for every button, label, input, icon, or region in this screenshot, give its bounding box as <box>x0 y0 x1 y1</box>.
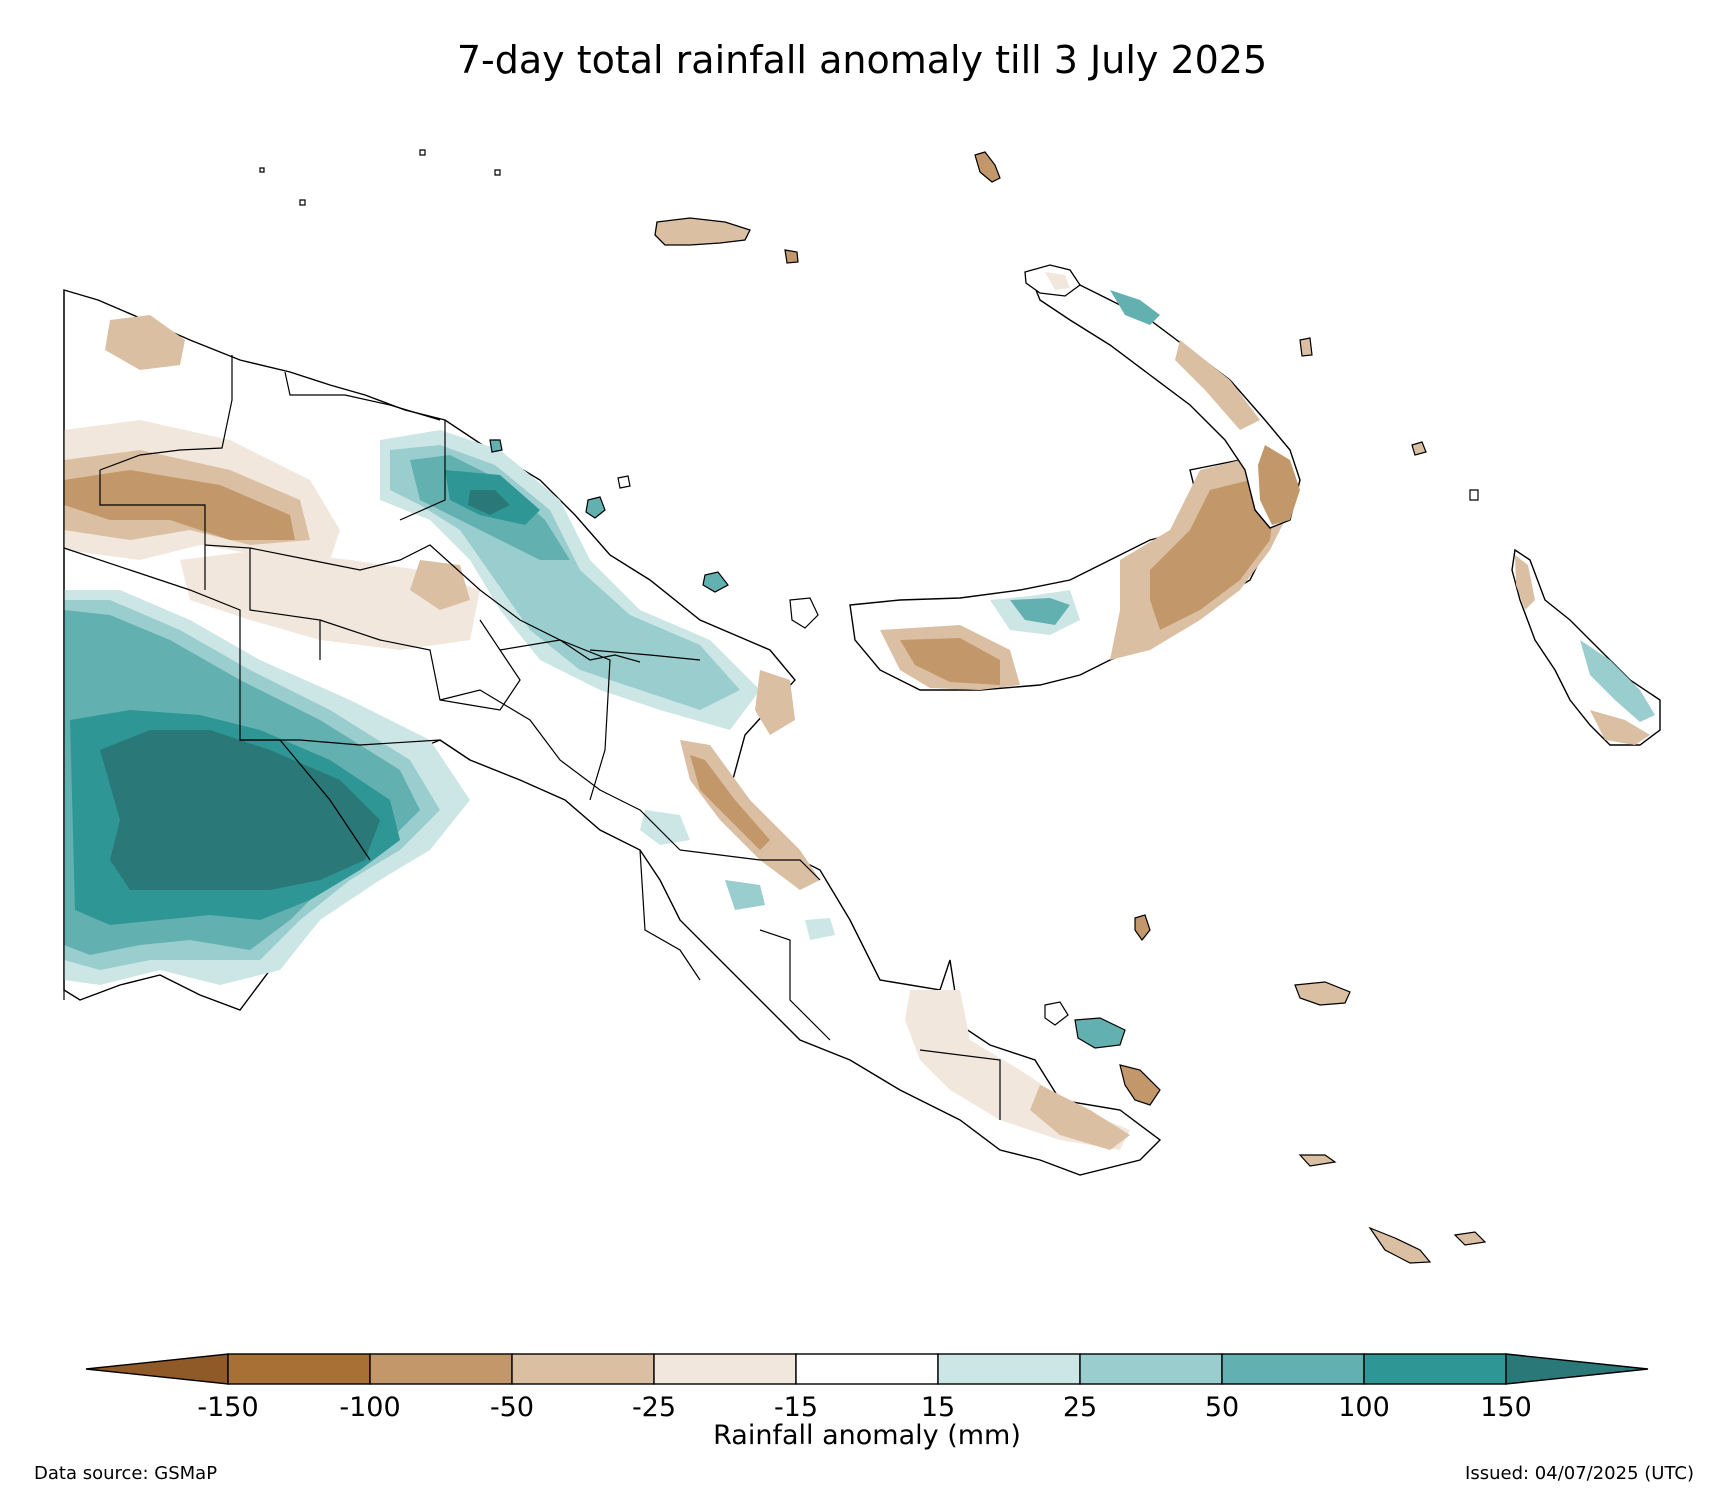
goodenough-island <box>1044 1001 1069 1026</box>
colorbar-tick-label: 25 <box>1063 1392 1097 1423</box>
colorbar-bin-3 <box>511 1353 655 1385</box>
colorbar-bin-7 <box>1079 1353 1223 1385</box>
province-borders <box>63 290 1001 1120</box>
bougainville-pos-1 <box>1580 640 1655 722</box>
colorbar-tick-label: 15 <box>921 1392 955 1423</box>
misima-island <box>1298 1154 1337 1167</box>
map-title: 7-day total rainfall anomaly till 3 July… <box>456 38 1268 82</box>
mussau <box>974 151 1001 183</box>
anomaly-neg-nw <box>105 315 185 370</box>
colorbar-bin-4 <box>653 1353 797 1385</box>
bougainville <box>1511 548 1661 746</box>
anomaly-neg-mid <box>180 550 480 650</box>
anomaly-neg-ec-3 <box>755 670 795 735</box>
fergusson-island <box>1074 1017 1126 1049</box>
wuvulu-island-2 <box>299 199 306 206</box>
colorbar-label: Rainfall anomaly (mm) <box>713 1420 1021 1451</box>
anomaly-pos-sw-5 <box>100 730 380 890</box>
manus-island <box>654 217 751 246</box>
colorbar-extend-high <box>1505 1353 1649 1385</box>
new-ireland-neg-2 <box>1258 445 1300 525</box>
colorbar-extend-low <box>85 1353 229 1385</box>
tabar-island <box>1299 337 1313 357</box>
wuvulu-island <box>259 167 265 173</box>
new-ireland-pos <box>1110 290 1160 325</box>
ninigo-islands <box>419 149 426 156</box>
new-britain <box>849 459 1291 691</box>
colorbar-bin-5 <box>795 1353 939 1385</box>
anomaly-pos-north-5 <box>468 490 510 515</box>
colorbar-tick-label: 100 <box>1338 1392 1390 1423</box>
schouten-island <box>489 439 503 453</box>
colorbar-bin-6 <box>937 1353 1081 1385</box>
small-islands <box>259 149 1487 1264</box>
issued-date: Issued: 04/07/2025 (UTC) <box>1465 1463 1694 1484</box>
colorbar-tick-label: -100 <box>339 1392 400 1423</box>
colorbar-bin-2 <box>369 1353 513 1385</box>
colorbar: -150 -100 -50 -25 -15 15 25 50 100 150 R… <box>85 1353 1649 1451</box>
new-ireland-neg-1 <box>1175 340 1260 430</box>
new-hanover <box>1024 264 1081 297</box>
new-britain-pos-2 <box>1010 598 1070 625</box>
data-source: Data source: GSMaP <box>34 1463 218 1484</box>
anomaly-pos-small-1 <box>640 810 690 845</box>
bougainville-neg-1 <box>1515 555 1535 610</box>
manus <box>654 217 799 264</box>
trobriand-island <box>1134 914 1151 942</box>
colorbar-bin-8 <box>1221 1353 1365 1385</box>
new-ireland <box>1028 274 1301 529</box>
anomaly-neg-mid-2 <box>410 560 470 610</box>
lihir-island <box>1411 441 1427 456</box>
new-britain-neg-2 <box>900 638 1000 685</box>
manam-island <box>617 475 631 489</box>
anomaly-neg-se-2 <box>1030 1085 1130 1150</box>
colorbar-tick-label: -25 <box>632 1392 676 1423</box>
colorbar-tick-label: 50 <box>1205 1392 1239 1423</box>
rossel-island <box>1453 1231 1487 1246</box>
new-hanover-neg <box>1045 272 1070 290</box>
mainland <box>63 289 1162 1176</box>
colorbar-tick-label: -150 <box>197 1392 258 1423</box>
woodlark-island <box>1294 981 1351 1006</box>
colorbar-bin-1 <box>227 1353 371 1385</box>
normanby-island <box>1119 1064 1161 1106</box>
umboi-island <box>789 597 819 629</box>
colorbar-bin-9 <box>1363 1353 1507 1385</box>
manus-east <box>784 249 799 264</box>
bougainville-neg-2 <box>1590 710 1650 745</box>
feni-island <box>1469 489 1479 501</box>
colorbar-tick-label: -50 <box>490 1392 534 1423</box>
long-island <box>702 571 729 593</box>
anomaly-pos-small-2 <box>805 918 835 940</box>
karkar-island <box>585 496 606 519</box>
sudest-island <box>1368 1226 1432 1264</box>
colorbar-tick-label: 150 <box>1480 1392 1532 1423</box>
new-britain-neg-east-2 <box>1150 480 1275 630</box>
anomaly-neg-ec-2 <box>690 755 770 850</box>
mussau-island <box>974 151 1001 183</box>
hermit-islands <box>494 169 501 176</box>
anomaly-pos-small-3 <box>725 880 765 910</box>
colorbar-tick-label: -15 <box>774 1392 818 1423</box>
